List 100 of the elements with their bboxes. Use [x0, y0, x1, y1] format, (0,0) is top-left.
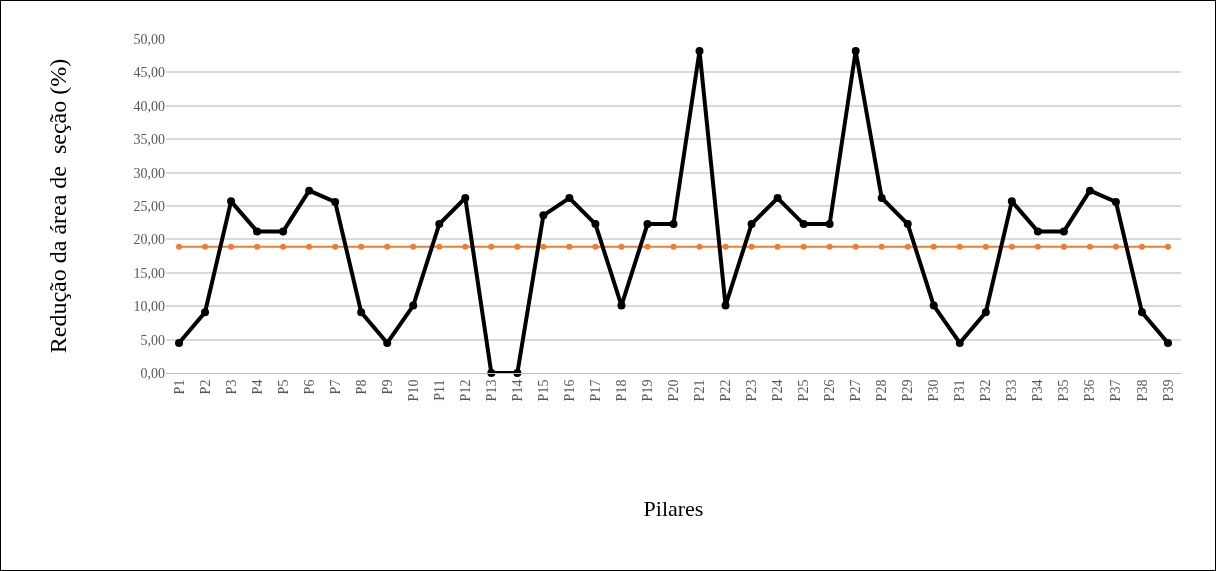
y-tick-label: 20,00 — [133, 232, 165, 248]
point — [227, 197, 236, 206]
point — [955, 338, 964, 347]
point — [1137, 308, 1146, 317]
point — [1138, 243, 1145, 250]
y-tick-label: 50,00 — [133, 31, 165, 47]
point — [774, 243, 781, 250]
y-tick-label: 35,00 — [133, 132, 165, 148]
x-tick-label: P28 — [874, 379, 890, 402]
x-tick-label: P5 — [275, 379, 291, 395]
point — [773, 193, 782, 202]
point — [306, 243, 313, 250]
point — [722, 243, 729, 250]
point — [1008, 243, 1015, 250]
x-tick-label: P30 — [926, 379, 942, 402]
x-tick-label: P16 — [561, 379, 577, 402]
point — [982, 243, 989, 250]
point — [748, 243, 755, 250]
point — [1060, 243, 1067, 250]
point — [358, 243, 365, 250]
y-tick-label: 0,00 — [140, 365, 165, 381]
x-tick-label: P18 — [614, 379, 629, 402]
point — [435, 220, 444, 229]
x-tick-label: P6 — [301, 379, 317, 395]
point — [1007, 197, 1016, 206]
x-tick-label: P32 — [978, 379, 994, 402]
y-tick-label: 40,00 — [133, 98, 165, 114]
point — [591, 220, 600, 229]
point — [1112, 243, 1119, 250]
point — [410, 243, 417, 250]
point — [670, 243, 677, 250]
point — [878, 243, 885, 250]
x-tick-label: P34 — [1030, 379, 1046, 402]
x-tick-label: P14 — [509, 379, 525, 402]
y-tick-label: 5,00 — [140, 332, 165, 348]
x-tick-label: P17 — [587, 379, 603, 402]
x-tick-label: P9 — [379, 379, 395, 395]
point — [696, 243, 703, 250]
x-tick-label: P10 — [405, 379, 421, 402]
point — [851, 47, 860, 56]
point — [332, 243, 339, 250]
point — [956, 243, 963, 250]
y-tick-label: 45,00 — [133, 65, 165, 81]
x-tick-label: P23 — [744, 379, 760, 402]
point — [331, 197, 340, 206]
x-tick-label: P7 — [327, 379, 343, 395]
point — [981, 308, 990, 317]
x-tick-label: P21 — [692, 379, 708, 402]
point — [825, 220, 834, 229]
x-tick-label: P3 — [223, 379, 239, 395]
x-tick-label: P35 — [1056, 379, 1072, 402]
y-tick-label: 15,00 — [133, 265, 165, 281]
point — [592, 243, 599, 250]
point — [644, 243, 651, 250]
x-tick-label: P37 — [1108, 379, 1124, 402]
point — [800, 243, 807, 250]
point — [721, 301, 730, 310]
point — [695, 47, 704, 56]
point — [1059, 227, 1068, 236]
point — [565, 193, 574, 202]
point — [1163, 338, 1172, 347]
y-tick-label: 25,00 — [133, 198, 165, 214]
point — [279, 227, 288, 236]
x-tick-label: P8 — [353, 379, 369, 395]
point — [357, 308, 366, 317]
point — [254, 243, 261, 250]
x-tick-label: P29 — [900, 379, 916, 402]
point — [280, 243, 287, 250]
point — [930, 243, 937, 250]
x-tick-label: P20 — [666, 379, 682, 402]
x-tick-label: P4 — [249, 379, 265, 395]
point — [176, 243, 183, 250]
point — [643, 220, 652, 229]
x-tick-label: P27 — [848, 379, 864, 402]
point — [1086, 243, 1093, 250]
x-tick-label: P31 — [952, 379, 968, 402]
point — [617, 301, 626, 310]
point — [201, 308, 210, 317]
point — [747, 220, 756, 229]
y-tick-label: 10,00 — [133, 299, 165, 315]
x-tick-label: P13 — [483, 379, 499, 402]
point — [228, 243, 235, 250]
point — [929, 301, 938, 310]
point — [253, 227, 262, 236]
point — [669, 220, 678, 229]
point — [175, 338, 184, 347]
point — [904, 243, 911, 250]
point — [877, 193, 886, 202]
y-axis-title: Redução da área de seção (%) — [44, 58, 71, 354]
x-tick-label: P12 — [457, 379, 473, 402]
point — [514, 243, 521, 250]
x-axis-title: Pilares — [643, 496, 704, 522]
x-tick-label: P2 — [197, 379, 213, 395]
x-tick-label: P36 — [1082, 379, 1098, 402]
point — [618, 243, 625, 250]
point — [903, 220, 912, 229]
y-tick-label: 30,00 — [133, 165, 165, 181]
x-tick-label: P25 — [796, 379, 812, 402]
point — [1111, 197, 1120, 206]
point — [1085, 186, 1094, 195]
